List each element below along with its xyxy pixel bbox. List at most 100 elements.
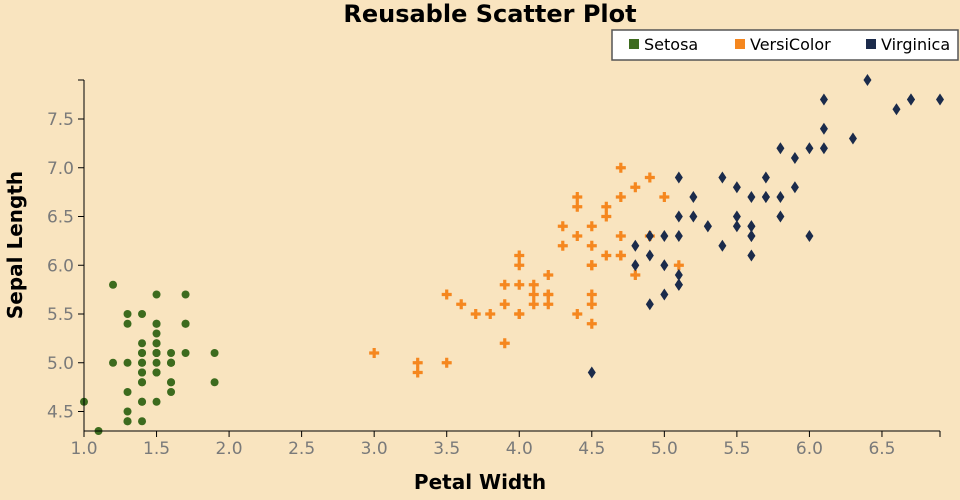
point-setosa-49 bbox=[138, 358, 147, 367]
point-virginica-40 bbox=[747, 191, 756, 203]
point-virginica-44 bbox=[761, 191, 770, 203]
point-setosa-29 bbox=[167, 388, 176, 396]
x-tick-label: 2.0 bbox=[216, 439, 243, 459]
point-versicolor-47 bbox=[557, 240, 568, 251]
point-virginica-32 bbox=[747, 220, 756, 233]
point-versicolor-19 bbox=[499, 299, 510, 310]
point-versicolor-4 bbox=[601, 211, 612, 222]
x-tick-label: 4.5 bbox=[578, 439, 605, 459]
point-virginica-37 bbox=[732, 220, 741, 233]
points-layer bbox=[80, 74, 944, 435]
point-setosa-28 bbox=[138, 339, 147, 348]
point-virginica-49 bbox=[674, 269, 683, 281]
point-setosa-30 bbox=[167, 378, 176, 387]
point-setosa-31 bbox=[152, 319, 161, 328]
point-setosa-44 bbox=[210, 349, 219, 357]
point-setosa-45 bbox=[138, 378, 147, 387]
point-versicolor-5 bbox=[586, 289, 597, 300]
point-versicolor-39 bbox=[514, 309, 525, 319]
point-setosa-18 bbox=[181, 290, 190, 299]
point-virginica-20 bbox=[761, 171, 770, 184]
point-virginica-38 bbox=[631, 259, 640, 272]
y-tick-label: 5.0 bbox=[47, 354, 74, 374]
point-versicolor-42 bbox=[514, 279, 525, 290]
point-virginica-48 bbox=[718, 239, 727, 252]
y-tick-label: 7.0 bbox=[47, 159, 74, 179]
point-versicolor-30 bbox=[485, 309, 496, 319]
point-versicolor-27 bbox=[659, 192, 670, 202]
point-versicolor-26 bbox=[630, 182, 641, 193]
x-tick-label: 5.5 bbox=[723, 439, 750, 459]
point-versicolor-21 bbox=[514, 250, 525, 261]
point-setosa-43 bbox=[167, 358, 176, 367]
point-setosa-23 bbox=[181, 349, 190, 357]
point-setosa-14 bbox=[109, 280, 118, 289]
point-versicolor-24 bbox=[557, 221, 568, 232]
point-setosa-37 bbox=[138, 368, 147, 377]
point-virginica-22 bbox=[906, 93, 915, 106]
point-setosa-3 bbox=[152, 397, 161, 406]
point-virginica-27 bbox=[645, 249, 654, 262]
point-versicolor-31 bbox=[470, 309, 481, 319]
x-tick-label: 3.0 bbox=[361, 439, 388, 459]
legend-box bbox=[611, 29, 959, 61]
point-virginica-7 bbox=[848, 132, 857, 145]
point-setosa-24 bbox=[210, 378, 219, 387]
x-tick-label: 4.0 bbox=[506, 439, 533, 459]
x-tick-label: 6.0 bbox=[796, 439, 823, 459]
point-versicolor-2 bbox=[644, 172, 655, 183]
point-versicolor-25 bbox=[572, 201, 583, 212]
point-setosa-46 bbox=[167, 349, 176, 357]
point-versicolor-49 bbox=[528, 289, 539, 300]
point-setosa-35 bbox=[109, 358, 118, 367]
point-setosa-48 bbox=[152, 329, 161, 338]
point-versicolor-1 bbox=[586, 221, 597, 232]
point-versicolor-14 bbox=[456, 299, 467, 310]
point-versicolor-44 bbox=[543, 299, 554, 310]
point-setosa-36 bbox=[123, 310, 132, 318]
point-versicolor-8 bbox=[601, 201, 612, 212]
y-tick-label: 6.5 bbox=[47, 208, 74, 228]
point-setosa-33 bbox=[138, 310, 147, 318]
point-virginica-12 bbox=[732, 181, 741, 194]
chart-title: Reusable Scatter Plot bbox=[343, 0, 636, 28]
point-versicolor-36 bbox=[615, 192, 626, 202]
point-versicolor-0 bbox=[615, 162, 626, 173]
point-virginica-10 bbox=[674, 210, 683, 223]
legend-swatch-versicolor bbox=[735, 39, 745, 49]
point-virginica-45 bbox=[689, 191, 698, 203]
point-setosa-42 bbox=[123, 417, 132, 426]
point-versicolor-16 bbox=[586, 299, 597, 310]
point-versicolor-33 bbox=[673, 260, 684, 271]
x-axis: 1.0 1.5 2.0 2.5 3.0 3.5 4.0 4.5 5.0 5.5 6.0 6.5 bbox=[70, 430, 941, 459]
point-virginica-34 bbox=[747, 249, 756, 262]
point-setosa-32 bbox=[152, 339, 161, 348]
plot-area: 1.0 1.5 2.0 2.5 3.0 3.5 4.0 4.5 5.0 5.5 6.0 6.5 4.5… bbox=[47, 74, 944, 459]
x-tick-label: 1.5 bbox=[143, 439, 170, 459]
point-versicolor-29 bbox=[441, 289, 452, 300]
point-virginica-16 bbox=[732, 210, 741, 223]
x-tick-label: 6.5 bbox=[868, 439, 895, 459]
point-setosa-8 bbox=[138, 417, 147, 426]
point-virginica-8 bbox=[776, 191, 785, 203]
y-axis: 4.5 5.0 5.5 6.0 6.5 7.0 7.5 bbox=[47, 79, 85, 431]
point-virginica-13 bbox=[660, 288, 669, 301]
point-versicolor-9 bbox=[499, 338, 510, 349]
y-tick-label: 6.0 bbox=[47, 256, 74, 276]
point-virginica-30 bbox=[819, 122, 828, 135]
point-setosa-40 bbox=[123, 358, 132, 367]
point-versicolor-46 bbox=[543, 289, 554, 300]
point-versicolor-11 bbox=[543, 270, 554, 280]
point-versicolor-23 bbox=[615, 250, 626, 261]
point-versicolor-34 bbox=[586, 318, 597, 329]
point-versicolor-38 bbox=[528, 299, 539, 310]
point-virginica-26 bbox=[631, 239, 640, 252]
y-axis-title: Sepal Length bbox=[3, 171, 27, 319]
point-virginica-41 bbox=[674, 171, 683, 184]
point-virginica-15 bbox=[703, 220, 712, 233]
x-tick-label: 5.0 bbox=[651, 439, 678, 459]
legend-label-versicolor: VersiColor bbox=[750, 35, 831, 54]
point-versicolor-7 bbox=[412, 367, 423, 378]
point-virginica-9 bbox=[819, 142, 828, 155]
